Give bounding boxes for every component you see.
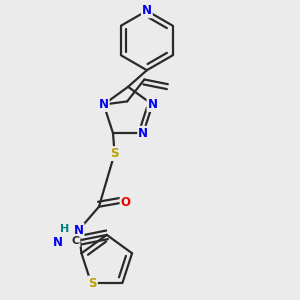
Text: C: C <box>71 236 80 246</box>
Text: N: N <box>138 127 148 140</box>
Text: N: N <box>148 98 158 111</box>
Text: N: N <box>142 4 152 17</box>
Text: O: O <box>121 196 130 208</box>
Text: S: S <box>110 147 119 160</box>
Text: S: S <box>88 277 97 290</box>
Text: N: N <box>99 98 109 111</box>
Text: N: N <box>74 224 84 237</box>
Text: H: H <box>60 224 69 234</box>
Text: N: N <box>53 236 63 249</box>
